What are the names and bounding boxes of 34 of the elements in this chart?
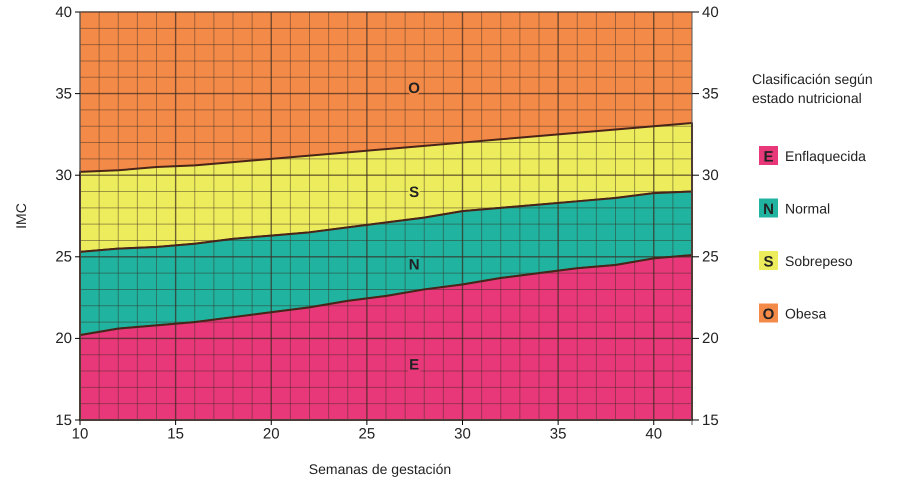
- y2-tick-label: 15: [702, 412, 719, 429]
- legend-title: Clasificación según estado nutricional: [752, 71, 873, 106]
- y-tick-label: 20: [55, 330, 72, 348]
- y-tick-label: 35: [55, 85, 72, 102]
- legend-label: Normal: [785, 200, 830, 217]
- y2-tick-label: 40: [702, 4, 719, 21]
- x-tick-label: 35: [550, 426, 566, 443]
- text: E: [763, 148, 774, 166]
- annotation: E: [409, 356, 420, 374]
- y-tick-label: 30: [55, 167, 72, 184]
- x-tick-label: 25: [358, 426, 376, 443]
- annotation: S: [409, 184, 420, 202]
- x-tick-label: 40: [645, 426, 662, 443]
- x-tick-label: 30: [454, 426, 471, 443]
- y-tick-label: 25: [55, 248, 72, 266]
- text: O: [762, 306, 774, 323]
- x-axis-title: Semanas de gestación: [308, 461, 452, 477]
- y-tick-label: 40: [55, 4, 72, 21]
- y2-tick-label: 25: [702, 248, 719, 266]
- y-tick-label: 15: [55, 412, 72, 429]
- annotation: O: [408, 80, 420, 97]
- annotation: N: [408, 256, 420, 274]
- x-tick-label: 15: [167, 426, 184, 443]
- y2-tick-label: 35: [702, 85, 719, 102]
- legend-label: Enflaquecida: [785, 148, 866, 164]
- y2-tick-label: 20: [702, 330, 719, 348]
- text: S: [763, 253, 774, 270]
- x-tick-label: 20: [262, 426, 280, 443]
- text: N: [763, 200, 774, 218]
- y-axis-title: IMC: [13, 203, 29, 229]
- y2-tick-label: 30: [702, 167, 719, 184]
- legend-label: Sobrepeso: [785, 253, 853, 270]
- x-tick-label: 10: [72, 426, 88, 443]
- legend-label: Obesa: [785, 306, 826, 322]
